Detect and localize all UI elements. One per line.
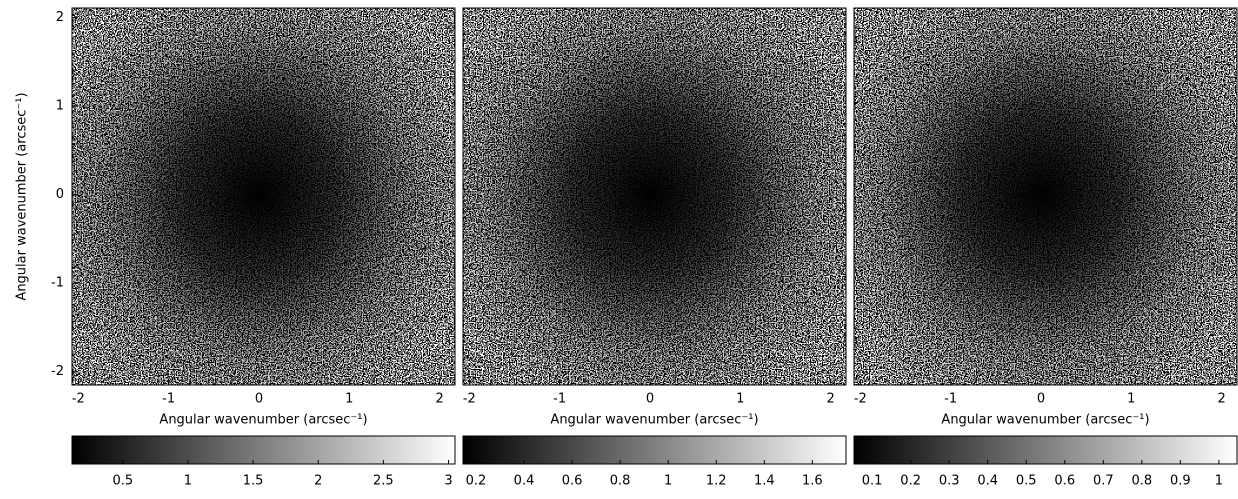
- colorbar-tick-label: 0.2: [900, 474, 921, 489]
- colorbar-tick-label: 0.3: [939, 474, 960, 489]
- colorbar-tick-label: 1.2: [706, 474, 727, 489]
- x-axis-label: Angular wavenumber (arcsec⁻¹): [550, 413, 758, 428]
- colorbar-tick-label: 2.5: [373, 474, 394, 489]
- colorbar-tick-label: 0.8: [1131, 474, 1152, 489]
- colorbar-tick-label: 1.4: [754, 474, 775, 489]
- colorbar: [71, 435, 456, 465]
- colorbar-tick-label: 0.5: [1016, 474, 1037, 489]
- y-tick-label: -1: [51, 276, 64, 291]
- colorbar-tick-label: 1: [1215, 474, 1223, 489]
- colorbar-tick-label: 1.5: [243, 474, 264, 489]
- x-tick-label: -1: [162, 392, 175, 407]
- x-tick-label: -2: [854, 392, 867, 407]
- y-tick-label: 2: [56, 10, 64, 25]
- colorbar-tick-label: 1.6: [802, 474, 823, 489]
- x-tick-label: 2: [436, 392, 444, 407]
- colorbar-tick-label: 2: [314, 474, 322, 489]
- x-tick-label: 1: [736, 392, 744, 407]
- colorbar-tick-label: 0.7: [1093, 474, 1114, 489]
- colorbar-tick-label: 0.8: [610, 474, 631, 489]
- x-tick-label: 0: [255, 392, 263, 407]
- x-tick-label: -2: [72, 392, 85, 407]
- x-tick-label: 0: [1037, 392, 1045, 407]
- colorbar-tick-label: 1: [664, 474, 672, 489]
- colorbar-tick-label: 1: [184, 474, 192, 489]
- plot-frame: [71, 7, 456, 386]
- y-tick-label: 0: [56, 187, 64, 202]
- colorbar-tick-label: 0.6: [562, 474, 583, 489]
- plot-frame: [853, 7, 1238, 386]
- colorbar: [462, 435, 847, 465]
- y-tick-label: -2: [51, 364, 64, 379]
- heatmap-center: [463, 8, 846, 385]
- x-tick-label: 1: [345, 392, 353, 407]
- colorbar-tick-label: 0.4: [514, 474, 535, 489]
- colorbar-tick-label: 0.9: [1170, 474, 1191, 489]
- x-tick-label: 2: [1218, 392, 1226, 407]
- colorbar: [853, 435, 1238, 465]
- x-tick-label: -1: [944, 392, 957, 407]
- colorbar-tick-label: 0.6: [1054, 474, 1075, 489]
- colorbar-tick-label: 0.4: [977, 474, 998, 489]
- colorbar-tick-label: 3: [444, 474, 452, 489]
- y-tick-label: 1: [56, 99, 64, 114]
- heatmap-center: [72, 8, 455, 385]
- heatmap-center: [854, 8, 1237, 385]
- x-axis-label: Angular wavenumber (arcsec⁻¹): [941, 413, 1149, 428]
- colorbar-tick-label: 0.2: [466, 474, 487, 489]
- plot-frame: [462, 7, 847, 386]
- x-tick-label: 0: [646, 392, 654, 407]
- y-axis-label: Angular wavenumber (arcsec⁻¹): [15, 92, 30, 300]
- x-tick-label: 2: [827, 392, 835, 407]
- x-tick-label: -2: [463, 392, 476, 407]
- colorbar-tick-label: 0.5: [112, 474, 133, 489]
- x-axis-label: Angular wavenumber (arcsec⁻¹): [159, 413, 367, 428]
- x-tick-label: 1: [1127, 392, 1135, 407]
- colorbar-tick-label: 0.1: [862, 474, 883, 489]
- x-tick-label: -1: [553, 392, 566, 407]
